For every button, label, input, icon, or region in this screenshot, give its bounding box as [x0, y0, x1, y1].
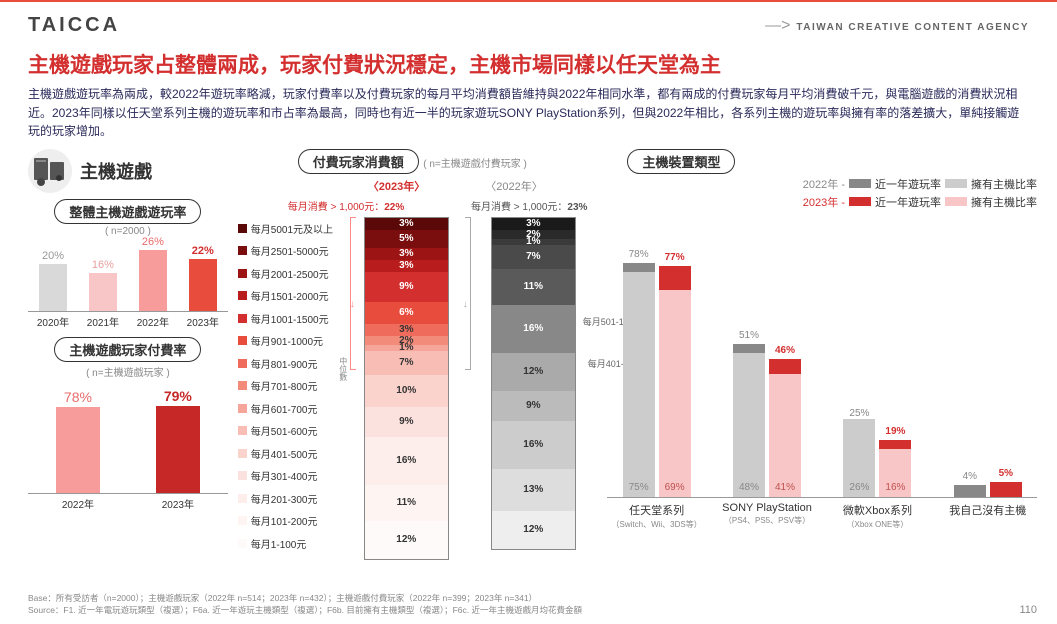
- console-icon: [28, 149, 72, 193]
- year-2023-label: 〈2023年〉: [368, 178, 425, 194]
- section-title: 主機遊戲: [80, 158, 152, 184]
- over1000-2022: 每月消費 > 1,000元：23%: [471, 198, 587, 213]
- spend-col-2022: 每月501-1000元 每月401-500元 3%2%1%7%11%16%12%…: [491, 217, 576, 560]
- median-label: 中位數: [338, 357, 349, 381]
- spending-legend: 每月5001元及以上每月2501-5000元每月2001-2500元每月1501…: [238, 217, 358, 560]
- section-header: 主機遊戲: [28, 149, 228, 193]
- header: TAICCA —>TAIWAN CREATIVE CONTENT AGENCY: [0, 0, 1057, 43]
- payrate-labels: 2022年2023年: [28, 496, 228, 511]
- device-pill: 主機裝置類型: [627, 149, 735, 174]
- playrate-pill: 整體主機遊戲遊玩率: [54, 199, 201, 224]
- page-title: 主機遊戲玩家占整體兩成，玩家付費狀況穩定，主機市場同樣以任天堂為主: [0, 43, 1057, 83]
- page-number: 110: [1019, 604, 1037, 616]
- footer: Base：所有受訪者（n=2000）；主機遊戲玩家（2022年 n=514；20…: [28, 592, 1029, 616]
- main-content: 主機遊戲 整體主機遊戲遊玩率 ( n=2000 ) 20%16%26%22% 2…: [0, 147, 1057, 560]
- playrate-labels: 2020年2021年2022年2023年: [28, 314, 228, 329]
- playrate-chart: 20%16%26%22%: [28, 241, 228, 312]
- spend-col-2023: 3%5%3%3%9%6%3%2%1%7%10%9%16%11%12%: [364, 217, 449, 560]
- payrate-note: ( n=主機遊戲玩家 ): [28, 364, 228, 379]
- payrate-pill: 主機遊戲玩家付費率: [54, 337, 201, 362]
- spending-pill: 付費玩家消費額: [298, 149, 419, 174]
- device-legend: 2022年 - 近一年遊玩率 擁有主機比率 2023年 - 近一年遊玩率 擁有主…: [607, 176, 1037, 210]
- description: 主機遊戲遊玩率為兩成，較2022年遊玩率略減，玩家付費率以及付費玩家的每月平均消…: [0, 83, 1057, 147]
- spending-note: ( n=主機遊戲付費玩家 ): [423, 159, 527, 170]
- over1000-2023: 每月消費 > 1,000元：22%: [288, 198, 404, 213]
- playrate-note: ( n=2000 ): [28, 226, 228, 237]
- device-labels: 任天堂系列（Switch、Wii、3DS等）SONY PlayStation（P…: [607, 502, 1037, 530]
- year-2022-label: 〈2022年〉: [485, 178, 542, 194]
- agency-label: —>TAIWAN CREATIVE CONTENT AGENCY: [765, 17, 1029, 35]
- logo: TAICCA: [28, 14, 120, 37]
- spending-chart: 每月5001元及以上每月2501-5000元每月2001-2500元每月1501…: [238, 217, 598, 560]
- arrow-icon: —>: [765, 17, 790, 34]
- payrate-chart: 78%79%: [28, 383, 228, 494]
- device-chart: 78%75%77%69%51%48%46%41%25%26%19%16%4%5%: [607, 218, 1037, 498]
